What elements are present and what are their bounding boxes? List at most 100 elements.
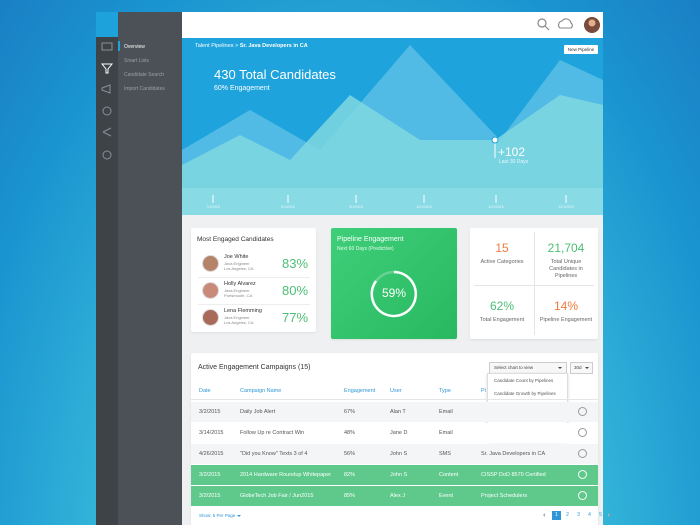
caret	[236, 515, 241, 519]
axis-label: 8/1/2015	[281, 205, 295, 209]
candidate-name: Lena Flemming	[224, 308, 262, 314]
pipeline-card	[331, 228, 457, 339]
table-cell: CISSP DoD 8570 Certified	[481, 472, 546, 478]
row-radio[interactable]	[578, 470, 587, 479]
table-cell: "Did you Know" Texts 3 of 4	[240, 451, 308, 457]
page-next[interactable]	[608, 513, 612, 517]
page-prev[interactable]	[541, 513, 545, 517]
axis-label: 12/1/2015	[558, 205, 574, 209]
nav-item[interactable]: Smart Lists	[124, 58, 150, 64]
caret	[558, 367, 562, 371]
candidate-role: Java Engineer	[224, 261, 250, 266]
candidate-engagement: 83%	[282, 256, 309, 271]
breadcrumb-current: Sr. Java Developers in CA	[239, 43, 308, 49]
table-cell: 3/14/2015	[199, 430, 224, 436]
caret	[585, 367, 589, 371]
page-button[interactable]: 1	[552, 511, 561, 520]
table-cell: Email	[439, 409, 453, 415]
hero-title: 430 Total Candidates	[214, 67, 336, 82]
top-bar-icons	[537, 17, 600, 33]
hero-highlight-label: Last 30 Days	[499, 159, 529, 165]
nav-item[interactable]: Overview	[124, 44, 145, 50]
candidate-engagement: 80%	[282, 283, 309, 298]
table-cell: 82%	[344, 472, 356, 478]
stat-value: 14%	[553, 299, 579, 313]
table-cell: Sr. Java Developers in CA	[481, 451, 546, 457]
table-cell: Follow Up re Contract Win	[240, 430, 305, 436]
column-header: Date	[199, 388, 211, 394]
stat-value: 15	[495, 241, 509, 255]
new-pipeline-button[interactable]: New Pipeline	[564, 45, 598, 54]
divider	[534, 232, 535, 335]
nav-active-indicator	[118, 41, 120, 51]
table-cell: Daily Job Alert	[240, 409, 276, 415]
stat-label: Total Engagement	[479, 317, 525, 323]
column-header: Campaign Name	[240, 388, 282, 394]
axis-label: 10/1/2015	[416, 205, 432, 209]
row-radio[interactable]	[578, 449, 587, 458]
divider	[198, 304, 310, 305]
table-cell: Alex J	[390, 493, 405, 499]
menu-item[interactable]: Candidate Growth by Pipelines	[494, 390, 556, 396]
card-title: Pipeline Engagement	[337, 236, 404, 243]
table-title: Active Engagement Campaigns (15)	[198, 364, 311, 371]
candidate-location: Portsmouth, CA	[224, 293, 253, 298]
avatar	[202, 255, 219, 272]
logo-block	[96, 12, 118, 37]
page-size-text: Show: 5 Per Page	[199, 513, 236, 518]
top-bar	[182, 12, 603, 38]
breadcrumb-parent[interactable]: Talent Pipelines	[195, 43, 234, 49]
menu-item[interactable]: Candidate Count by Pipelines	[494, 378, 554, 383]
engagement-value: 59%	[381, 286, 407, 300]
hero-highlight-value: +102	[498, 145, 526, 159]
axis-label: 11/1/2015	[488, 205, 504, 209]
axis-label: 7/1/2015	[206, 205, 220, 209]
candidate-role: Java Engineer	[224, 315, 250, 320]
table-cell: 3/2/2015	[199, 472, 221, 478]
hero-subtitle: 60% Engagement	[214, 85, 270, 92]
column-header: Type	[439, 388, 451, 394]
page-size[interactable]: Show: 5 Per Page	[199, 513, 241, 519]
table-row	[191, 423, 598, 443]
breadcrumb-separator: >	[235, 43, 239, 49]
page-button[interactable]: 2	[566, 512, 569, 518]
candidate-name: Holly Alvarez	[224, 281, 256, 287]
column-header: Engagement	[344, 388, 376, 394]
hero-chart	[182, 38, 603, 215]
stat-label: Total Unique Candidates in Pipelines	[549, 259, 583, 279]
range-select[interactable]: 30d	[570, 362, 593, 374]
divider	[198, 277, 310, 278]
divider	[474, 285, 594, 286]
table-cell: 48%	[344, 430, 356, 436]
table-cell: 3/2/2015	[199, 409, 221, 415]
stat-label: Active Categories	[480, 259, 524, 265]
table-cell: 3/2/2015	[199, 493, 221, 499]
table-cell: 85%	[344, 493, 356, 499]
table-cell: Project Schedulers	[481, 493, 528, 499]
row-radio[interactable]	[578, 407, 587, 416]
candidate-location: Los Angeles, CA	[224, 266, 254, 271]
nav-item[interactable]: Candidate Search	[124, 72, 165, 78]
nav-sidebar	[118, 12, 182, 525]
table-cell: SMS	[439, 451, 451, 457]
stat-value: 62%	[489, 299, 515, 313]
divider	[191, 399, 598, 400]
table-row	[191, 402, 598, 422]
range-select-text: 30d	[574, 365, 582, 370]
table-cell: 67%	[344, 409, 356, 415]
table-cell: John S	[390, 451, 408, 457]
row-radio[interactable]	[578, 491, 587, 500]
stat-value: 21,704	[547, 241, 585, 255]
table-cell: John S	[390, 472, 408, 478]
row-radio[interactable]	[578, 428, 587, 437]
breadcrumb: Talent Pipelines > Sr. Java Developers i…	[195, 43, 308, 49]
nav-item[interactable]: Import Candidates	[124, 86, 165, 92]
table-row	[191, 486, 598, 506]
candidate-engagement: 77%	[282, 310, 309, 325]
page-button[interactable]: 3	[577, 512, 580, 518]
page-button[interactable]: 4	[588, 512, 591, 518]
page-button[interactable]: 5	[599, 512, 602, 518]
table-cell: GlobeTech Job Fair / Jun2015	[240, 493, 314, 499]
table-row	[191, 465, 598, 485]
